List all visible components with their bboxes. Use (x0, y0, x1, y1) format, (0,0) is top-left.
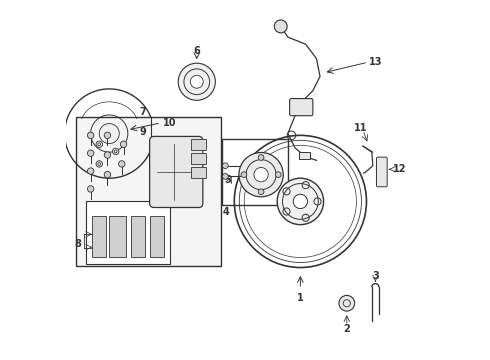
Text: 2: 2 (343, 324, 350, 334)
Circle shape (293, 194, 308, 208)
Circle shape (275, 172, 281, 177)
Text: 8: 8 (75, 239, 82, 249)
Bar (150, 216, 164, 257)
Circle shape (113, 148, 119, 155)
Bar (92, 216, 106, 257)
Text: 5: 5 (224, 175, 230, 185)
Circle shape (104, 152, 111, 158)
Circle shape (119, 161, 125, 167)
Circle shape (96, 141, 102, 148)
Circle shape (339, 296, 355, 311)
Bar (222, 139, 288, 205)
Bar (298, 152, 310, 158)
FancyBboxPatch shape (376, 157, 387, 187)
Bar (109, 216, 126, 257)
Text: 12: 12 (393, 164, 407, 174)
Circle shape (274, 20, 287, 33)
Circle shape (88, 186, 94, 192)
Circle shape (88, 150, 94, 157)
FancyBboxPatch shape (149, 136, 203, 207)
Circle shape (222, 174, 228, 179)
Bar (192, 167, 206, 178)
Bar (192, 153, 206, 164)
Circle shape (96, 161, 102, 167)
Bar (76, 117, 221, 266)
Bar (131, 216, 145, 257)
FancyBboxPatch shape (290, 99, 313, 116)
Text: 10: 10 (163, 118, 176, 128)
Circle shape (190, 75, 203, 88)
Text: 6: 6 (194, 46, 200, 57)
Circle shape (178, 63, 215, 100)
Circle shape (239, 153, 283, 197)
Circle shape (258, 155, 264, 160)
Text: 13: 13 (368, 57, 382, 67)
Circle shape (277, 178, 323, 225)
Text: 7: 7 (140, 107, 147, 117)
Bar (192, 139, 206, 150)
Circle shape (258, 189, 264, 195)
Circle shape (222, 163, 228, 168)
Circle shape (99, 123, 119, 144)
Circle shape (254, 167, 268, 182)
Circle shape (121, 141, 127, 148)
Text: 4: 4 (222, 207, 229, 217)
Circle shape (241, 172, 247, 177)
Text: 3: 3 (372, 271, 379, 282)
Text: 11: 11 (354, 123, 368, 133)
Circle shape (104, 171, 111, 178)
Circle shape (104, 132, 111, 139)
Circle shape (88, 168, 94, 174)
Text: 9: 9 (140, 127, 147, 137)
Bar (86, 202, 170, 264)
Text: 1: 1 (297, 293, 304, 303)
Circle shape (88, 132, 94, 139)
